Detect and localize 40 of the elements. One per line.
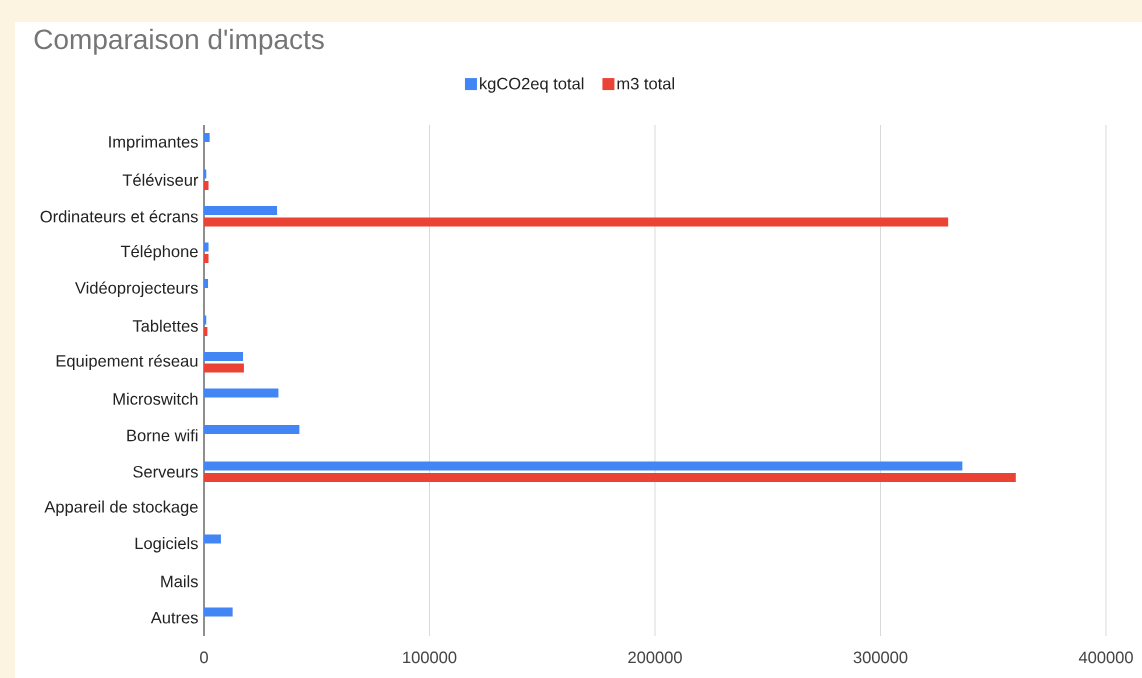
- y-tick-label: Equipement réseau: [56, 354, 198, 371]
- bar: [204, 279, 209, 288]
- x-tick-label: 300000: [853, 651, 908, 664]
- y-tick-label: Autres: [150, 612, 198, 624]
- bar: [204, 217, 949, 227]
- bar: [204, 133, 210, 142]
- y-tick-label: Téléviseur: [122, 173, 199, 186]
- bar: [204, 242, 209, 252]
- y-tick-label: Borne wifi: [127, 429, 198, 442]
- y-tick-label: Ordinateurs et écrans: [40, 210, 198, 223]
- bar: [204, 315, 207, 325]
- chart-title: Comparaison d'impacts: [34, 28, 324, 55]
- legend-label: m3 total: [617, 77, 674, 90]
- bar: [204, 327, 208, 336]
- bar: [204, 206, 278, 216]
- y-tick-label: Mails: [161, 575, 198, 588]
- y-tick-label: Serveurs: [133, 465, 198, 478]
- x-tick-label: 200000: [628, 651, 682, 664]
- y-tick-label: Appareil de stockage: [44, 500, 198, 516]
- bar: [204, 388, 279, 398]
- x-tick-label: 0: [200, 651, 208, 664]
- bar: [204, 254, 209, 263]
- legend-label: kgCO2eq total: [480, 77, 584, 93]
- x-tick-label: 100000: [403, 651, 457, 664]
- bar: [204, 607, 233, 617]
- bar: [204, 169, 207, 179]
- bar: [204, 473, 1016, 483]
- y-tick-label: Tablettes: [132, 319, 198, 332]
- bar: [204, 461, 963, 471]
- y-tick-label: Imprimantes: [109, 135, 198, 151]
- y-tick-label: Logiciels: [135, 537, 198, 553]
- bar: [204, 363, 244, 373]
- bar: [204, 352, 244, 361]
- bar: [204, 534, 221, 544]
- y-tick-label: Téléphone: [120, 244, 198, 261]
- y-tick-label: Microswitch: [113, 392, 198, 405]
- x-tick-label: 400000: [1078, 651, 1133, 664]
- y-tick-label: Vidéoprojecteurs: [75, 281, 198, 298]
- bar: [204, 181, 209, 190]
- bar: [204, 425, 300, 435]
